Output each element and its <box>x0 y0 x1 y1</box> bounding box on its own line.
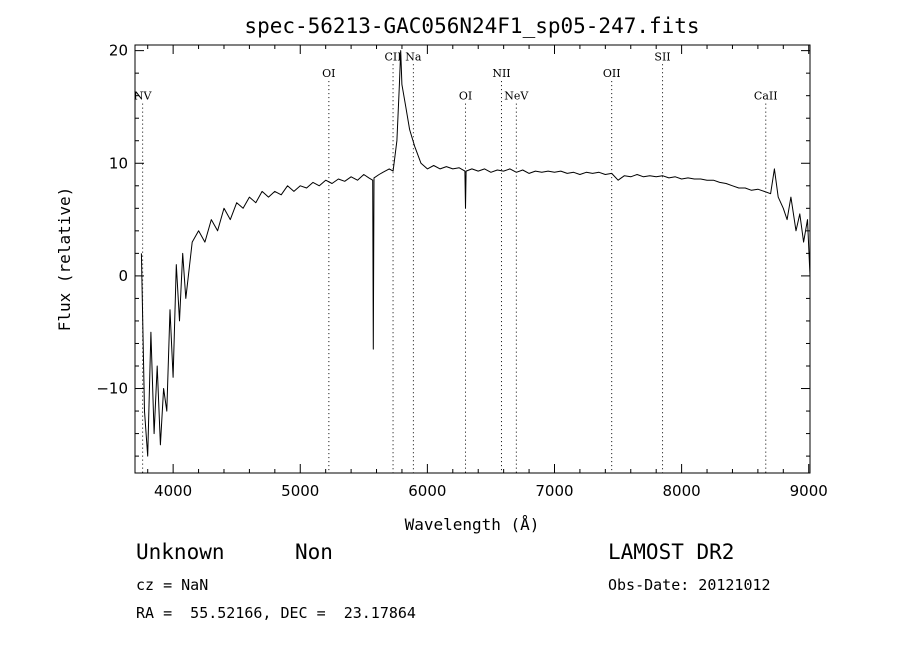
chart-title: spec-56213-GAC056N24F1_sp05-247.fits <box>244 14 699 38</box>
spectrum-chart: spec-56213-GAC056N24F1_sp05-247.fits NV O… <box>55 14 828 534</box>
emission-line-label: OI <box>459 90 472 103</box>
emission-line-label: NII <box>492 67 510 80</box>
x-tick-label: 5000 <box>281 482 319 500</box>
emission-line-label: NeV <box>504 90 529 103</box>
emission-line-label: CaII <box>754 90 778 103</box>
emission-line-label: OII <box>603 67 621 80</box>
y-axis-label: Flux (relative) <box>55 187 74 332</box>
plot-frame <box>134 44 811 474</box>
emission-line-markers: NV OI CII Na OI NII NeV OII SII CaII <box>134 50 778 473</box>
redshift-value: cz = NaN <box>136 576 209 594</box>
x-tick-label: 9000 <box>790 482 828 500</box>
y-tick-label: 20 <box>109 42 128 60</box>
class-label: Unknown <box>136 540 225 564</box>
x-axis-label: Wavelength (Å) <box>405 515 540 534</box>
y-tick-label: 10 <box>109 154 128 172</box>
axis-ticks: 4000 5000 6000 7000 8000 9000 −10 0 10 20 <box>96 42 827 500</box>
y-tick-label: −10 <box>96 380 128 398</box>
survey-label: LAMOST DR2 <box>608 540 735 564</box>
emission-line-label: OI <box>322 67 335 80</box>
emission-line-label: SII <box>654 50 670 63</box>
x-tick-label: 4000 <box>154 482 192 500</box>
subclass-label: Non <box>295 540 333 564</box>
spectrum-line <box>140 50 811 457</box>
x-tick-label: 7000 <box>535 482 573 500</box>
x-tick-label: 8000 <box>663 482 701 500</box>
emission-line-label: NV <box>134 90 153 103</box>
coordinates: RA = 55.52166, DEC = 23.17864 <box>136 604 416 622</box>
spectrum-series <box>140 50 811 457</box>
emission-line-label: CII <box>384 50 401 63</box>
x-tick-label: 6000 <box>408 482 446 500</box>
emission-line-label: Na <box>405 50 422 63</box>
y-tick-label: 0 <box>118 267 128 285</box>
obs-date: Obs-Date: 20121012 <box>608 576 771 594</box>
